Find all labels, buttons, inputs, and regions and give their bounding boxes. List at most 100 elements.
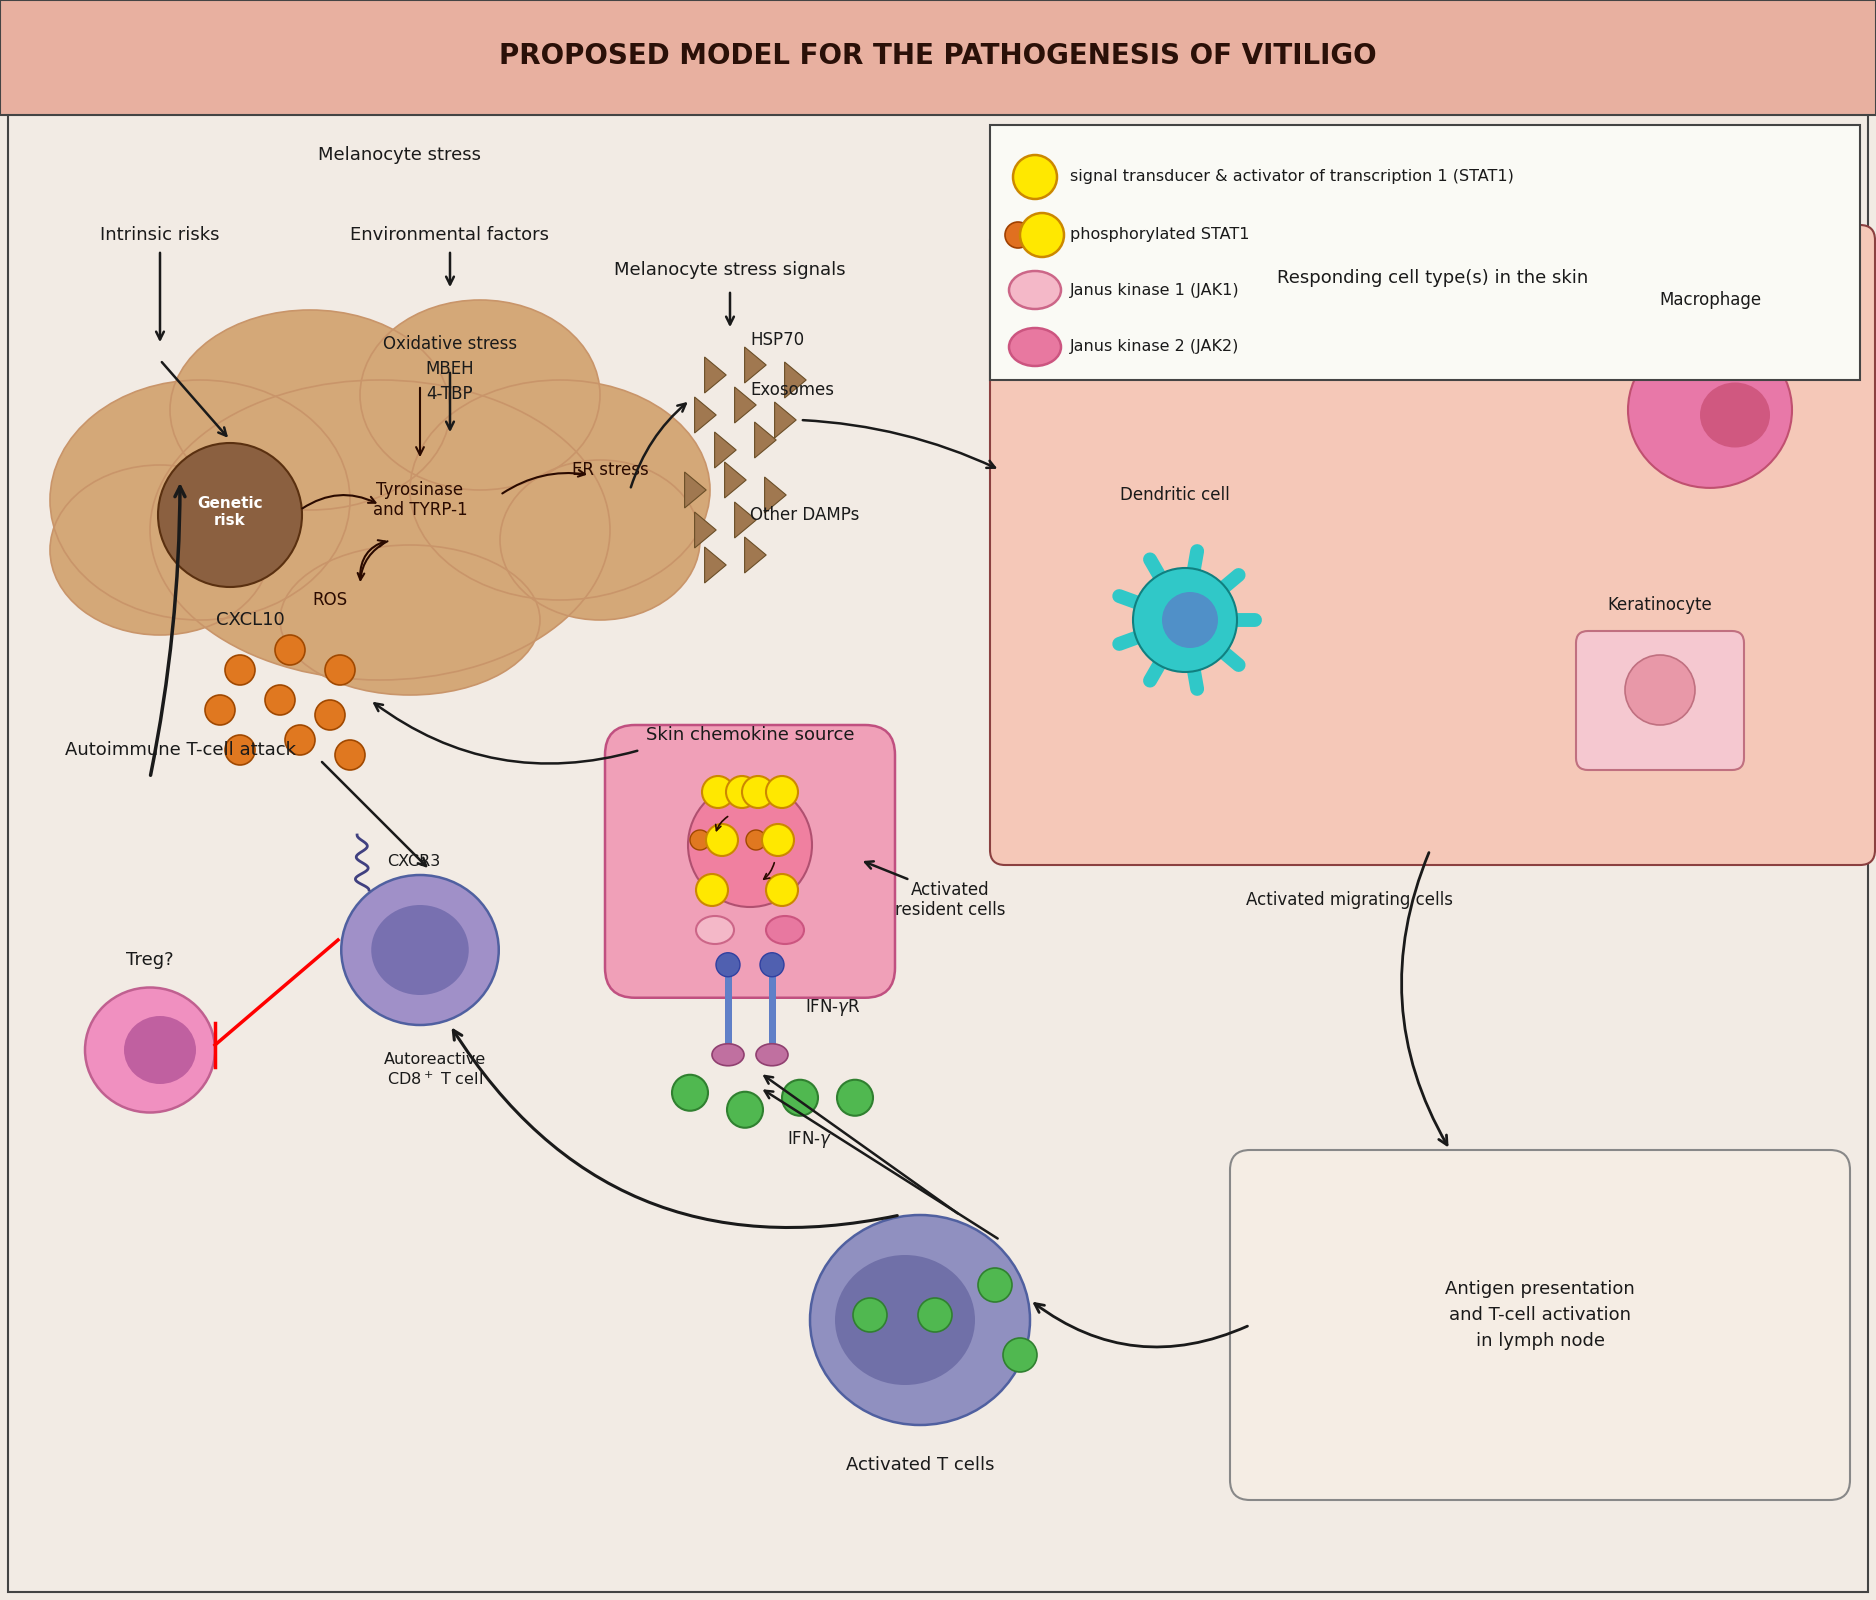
FancyArrowPatch shape xyxy=(1036,1304,1248,1347)
Text: Responding cell type(s) in the skin: Responding cell type(s) in the skin xyxy=(1278,269,1589,286)
Text: Tyrosinase
and TYRP-1: Tyrosinase and TYRP-1 xyxy=(373,480,467,520)
Polygon shape xyxy=(685,472,705,509)
Ellipse shape xyxy=(756,1043,788,1066)
FancyArrowPatch shape xyxy=(360,541,385,578)
FancyArrowPatch shape xyxy=(803,421,994,467)
FancyArrowPatch shape xyxy=(715,816,728,830)
Circle shape xyxy=(276,635,306,666)
FancyArrowPatch shape xyxy=(1401,853,1446,1146)
Circle shape xyxy=(688,782,812,907)
Ellipse shape xyxy=(501,461,700,619)
Text: Antigen presentation
and T-cell activation
in lymph node: Antigen presentation and T-cell activati… xyxy=(1445,1280,1634,1350)
Circle shape xyxy=(765,776,797,808)
FancyArrowPatch shape xyxy=(150,486,186,776)
Circle shape xyxy=(762,824,794,856)
Text: Melanocyte stress signals: Melanocyte stress signals xyxy=(613,261,846,278)
Ellipse shape xyxy=(696,915,734,944)
Ellipse shape xyxy=(810,1214,1030,1426)
Text: CXCR3: CXCR3 xyxy=(386,854,441,869)
Polygon shape xyxy=(705,357,726,394)
Circle shape xyxy=(1006,222,1032,248)
Circle shape xyxy=(1021,213,1064,258)
Text: CXCL10: CXCL10 xyxy=(216,611,285,629)
Polygon shape xyxy=(775,402,795,438)
Ellipse shape xyxy=(765,915,805,944)
Polygon shape xyxy=(735,387,756,422)
Ellipse shape xyxy=(835,1254,976,1386)
Circle shape xyxy=(837,1080,872,1115)
Polygon shape xyxy=(724,462,747,498)
FancyArrowPatch shape xyxy=(454,1030,897,1227)
Ellipse shape xyxy=(84,987,216,1112)
Circle shape xyxy=(315,701,345,730)
Circle shape xyxy=(225,654,255,685)
Text: IFN-$\gamma$: IFN-$\gamma$ xyxy=(788,1130,833,1150)
Circle shape xyxy=(977,1267,1011,1302)
FancyArrowPatch shape xyxy=(630,403,687,488)
FancyBboxPatch shape xyxy=(1576,630,1745,770)
Text: Skin chemokine source: Skin chemokine source xyxy=(645,726,854,744)
Text: Keratinocyte: Keratinocyte xyxy=(1608,597,1713,614)
Text: Melanocyte stress: Melanocyte stress xyxy=(319,146,482,165)
Text: Other DAMPs: Other DAMPs xyxy=(750,506,859,525)
Text: Janus kinase 1 (JAK1): Janus kinase 1 (JAK1) xyxy=(1069,283,1240,298)
Text: Autoimmune T-cell attack: Autoimmune T-cell attack xyxy=(64,741,296,758)
Text: signal transducer & activator of transcription 1 (STAT1): signal transducer & activator of transcr… xyxy=(1069,170,1514,184)
Text: phosphorylated STAT1: phosphorylated STAT1 xyxy=(1069,227,1249,243)
Text: ER stress: ER stress xyxy=(572,461,649,478)
Text: ROS: ROS xyxy=(313,590,347,610)
Text: Treg?: Treg? xyxy=(126,950,174,970)
Ellipse shape xyxy=(411,379,709,600)
Ellipse shape xyxy=(51,466,270,635)
Ellipse shape xyxy=(150,379,610,680)
Circle shape xyxy=(854,1298,887,1331)
Text: Janus kinase 2 (JAK2): Janus kinase 2 (JAK2) xyxy=(1069,339,1240,355)
Ellipse shape xyxy=(1009,328,1062,366)
Circle shape xyxy=(225,734,255,765)
Circle shape xyxy=(336,739,366,770)
Text: PROPOSED MODEL FOR THE PATHOGENESIS OF VITILIGO: PROPOSED MODEL FOR THE PATHOGENESIS OF V… xyxy=(499,42,1377,70)
Circle shape xyxy=(672,1075,707,1110)
Circle shape xyxy=(728,1091,764,1128)
Circle shape xyxy=(760,952,784,976)
Text: Activated
resident cells: Activated resident cells xyxy=(895,880,1006,920)
Ellipse shape xyxy=(371,906,469,995)
FancyArrowPatch shape xyxy=(764,862,775,880)
Ellipse shape xyxy=(280,546,540,694)
Polygon shape xyxy=(765,477,786,514)
FancyBboxPatch shape xyxy=(604,725,895,998)
Circle shape xyxy=(1133,568,1236,672)
Ellipse shape xyxy=(171,310,450,510)
Ellipse shape xyxy=(51,379,351,619)
Text: Macrophage: Macrophage xyxy=(1658,291,1762,309)
Circle shape xyxy=(782,1080,818,1115)
Circle shape xyxy=(158,443,302,587)
Circle shape xyxy=(702,776,734,808)
Circle shape xyxy=(726,776,758,808)
FancyBboxPatch shape xyxy=(0,0,1876,115)
Polygon shape xyxy=(715,432,735,467)
FancyArrowPatch shape xyxy=(358,541,388,579)
Text: Environmental factors: Environmental factors xyxy=(351,226,550,243)
Circle shape xyxy=(1161,592,1218,648)
Ellipse shape xyxy=(1009,270,1062,309)
FancyArrowPatch shape xyxy=(302,494,375,509)
Text: Activated T cells: Activated T cells xyxy=(846,1456,994,1474)
Circle shape xyxy=(265,685,295,715)
Circle shape xyxy=(705,824,737,856)
Circle shape xyxy=(1625,654,1696,725)
FancyArrowPatch shape xyxy=(765,1075,959,1213)
Text: Exosomes: Exosomes xyxy=(750,381,835,398)
Circle shape xyxy=(717,952,739,976)
Text: Autoreactive
CD8$^+$ T cell: Autoreactive CD8$^+$ T cell xyxy=(385,1053,486,1088)
Text: IFN-$\gamma$R: IFN-$\gamma$R xyxy=(805,997,861,1018)
Circle shape xyxy=(325,654,355,685)
Circle shape xyxy=(1013,155,1056,198)
Polygon shape xyxy=(745,347,765,382)
Circle shape xyxy=(765,874,797,906)
Circle shape xyxy=(204,694,234,725)
Circle shape xyxy=(285,725,315,755)
Polygon shape xyxy=(754,422,777,458)
Circle shape xyxy=(743,776,775,808)
Polygon shape xyxy=(694,512,717,547)
